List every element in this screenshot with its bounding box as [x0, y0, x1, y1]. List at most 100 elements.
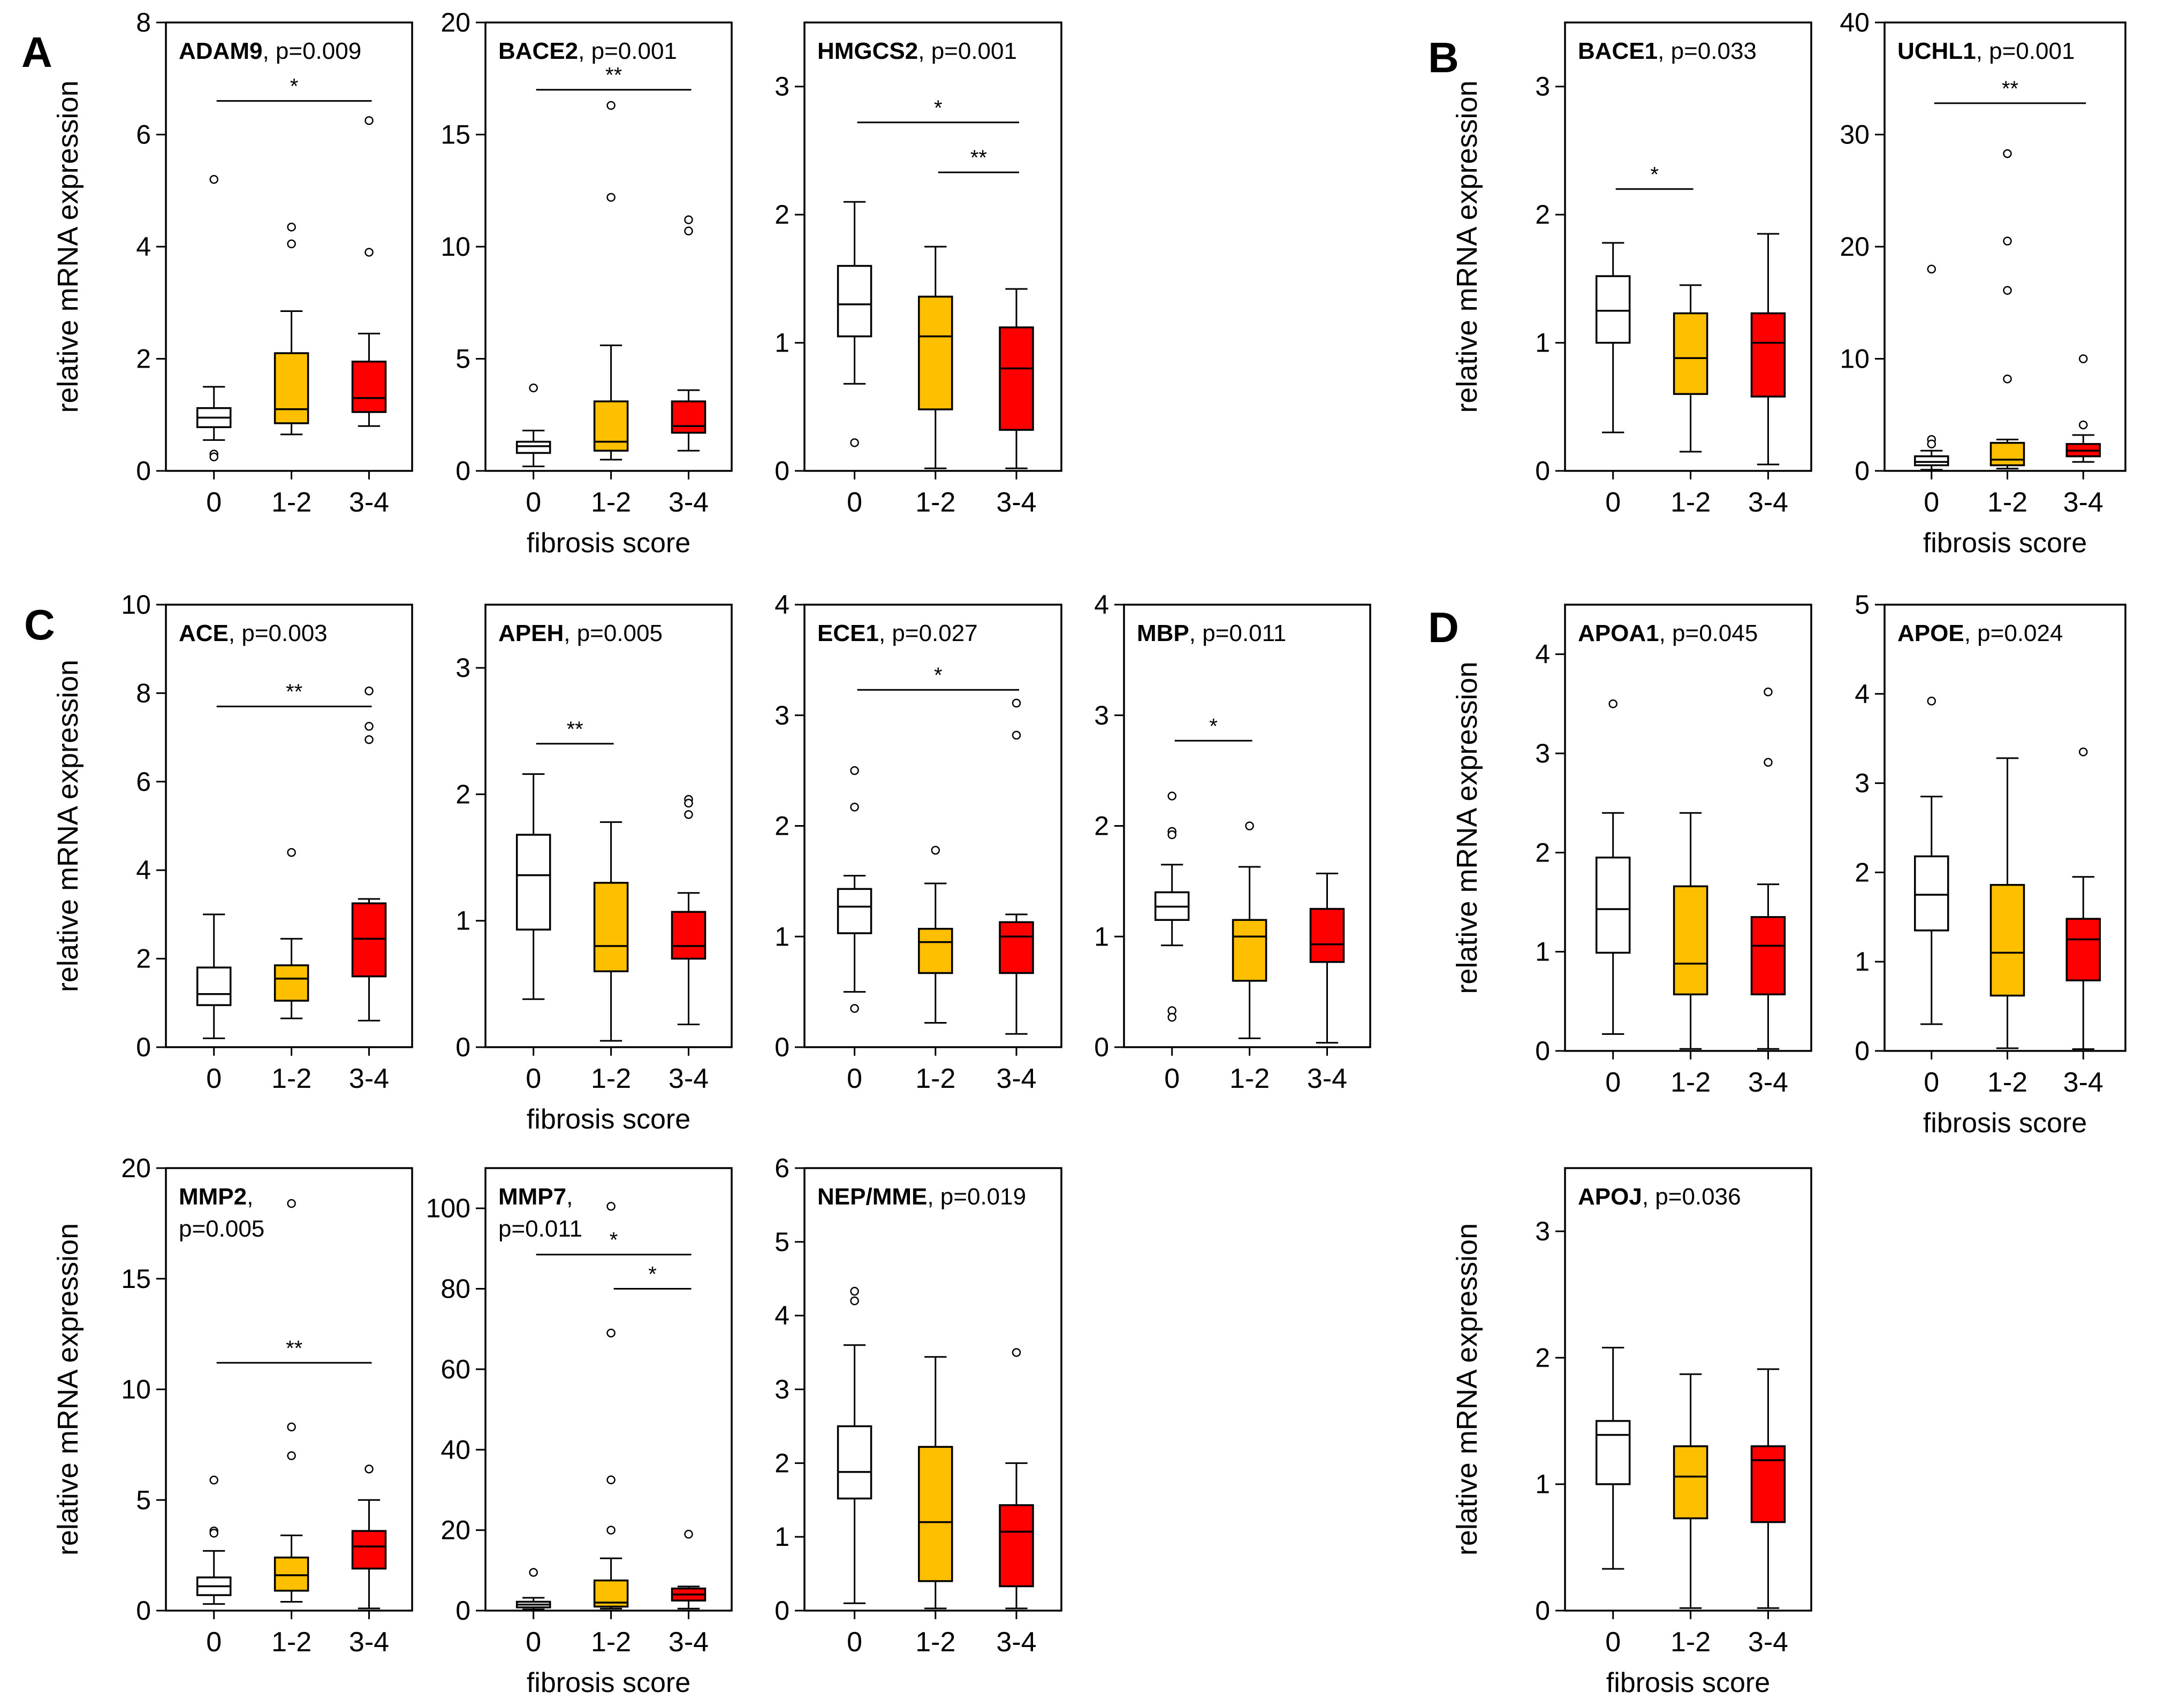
y-tick-label: 0 [455, 456, 470, 486]
plot-frame [803, 604, 1062, 1048]
y-tick-label: 15 [440, 120, 470, 150]
y-tick-label: 0 [455, 1032, 470, 1062]
plot-title: MBP, p=0.011 [1137, 620, 1286, 646]
y-tick-label: 5 [455, 344, 470, 374]
chart-ace: 0 2 4 6 8 10 0 1-2 3-4 ACE, p=0.003 ** relative mRN… [52, 590, 413, 1094]
x-tick-label: 3-4 [996, 1063, 1036, 1094]
y-axis-label: relative mRNA expression [1451, 1223, 1483, 1556]
x-axis-label: fibrosis score [1606, 1667, 1770, 1698]
gene-name: ADAM9 [179, 38, 262, 64]
panel-label-d: D [1428, 604, 1459, 651]
panel-label-b: B [1428, 34, 1459, 81]
outlier-point [850, 1004, 859, 1013]
box-iqr [351, 1530, 387, 1570]
y-tick-label: 10 [121, 1375, 151, 1405]
y-tick-label: 1 [455, 906, 470, 936]
x-tick-label: 1-2 [271, 1627, 312, 1658]
y-tick-label: 10 [121, 590, 151, 620]
y-tick-label: 40 [1840, 7, 1870, 37]
outlier-point [2003, 374, 2012, 384]
x-tick-label: 3-4 [2063, 487, 2103, 518]
y-tick-label: 4 [1535, 639, 1550, 669]
x-tick-label: 3-4 [349, 1063, 389, 1094]
y-tick-label: 3 [1855, 768, 1870, 798]
x-tick-label: 0 [1924, 487, 1939, 518]
significance-mark: ** [970, 146, 987, 170]
outlier-point [529, 383, 538, 393]
box-iqr [1673, 1445, 1708, 1520]
outlier-point [209, 452, 218, 462]
y-tick-label: 1 [774, 328, 789, 358]
box-iqr [1750, 916, 1786, 996]
gene-name: MMP7 [498, 1184, 566, 1210]
significance-mark: * [290, 75, 299, 98]
x-tick-label: 0 [1924, 1067, 1939, 1098]
box-0 [515, 773, 551, 1000]
outlier-point [2003, 286, 2012, 295]
box-3-4 [351, 687, 387, 1021]
chart-mmp2: 0 5 10 15 20 0 1-2 3-4 MMP2, p=0.005 ** relative mR… [52, 1153, 413, 1658]
outlier-point [364, 1465, 374, 1474]
y-tick-label: 30 [1840, 120, 1870, 150]
box-iqr [593, 400, 629, 452]
box-3-4 [671, 215, 707, 452]
x-tick-label: 1-2 [915, 1063, 955, 1094]
box-iqr [837, 265, 872, 338]
box-0 [1595, 242, 1631, 433]
box-iqr [999, 1504, 1034, 1588]
chart-adam9: 0 2 4 6 8 0 1-2 3-4 ADAM9, p=0.009 * relative mRNA… [52, 7, 413, 518]
plot-frame [1883, 604, 2126, 1052]
box-iqr [1914, 455, 1949, 467]
significance-mark: * [648, 1263, 657, 1286]
box-1-2 [1989, 757, 2025, 1049]
box-iqr [1309, 908, 1345, 963]
outlier-point [287, 1199, 296, 1208]
y-tick-label: 5 [1855, 590, 1870, 620]
chart-apoa1: 0 1 2 3 4 0 1-2 3-4 APOA1, p=0.045 relative mRNA … [1451, 604, 1812, 1098]
significance-mark: ** [286, 1337, 302, 1360]
outlier-point [209, 1475, 218, 1485]
y-tick-label: 40 [440, 1435, 470, 1465]
plot-title: APEH, p=0.005 [498, 620, 663, 646]
y-tick-label: 1 [1855, 947, 1870, 977]
y-tick-label: 0 [774, 1032, 789, 1062]
y-tick-label: 5 [774, 1227, 789, 1257]
p-value: , p=0.019 [927, 1184, 1026, 1210]
x-tick-label: 3-4 [669, 1627, 709, 1658]
y-tick-label: 0 [136, 1032, 151, 1062]
y-tick-label: 0 [136, 456, 151, 486]
outlier-point [850, 1296, 859, 1306]
box-1-2 [1673, 284, 1708, 453]
box-3-4 [671, 1529, 707, 1610]
plot-frame [484, 604, 733, 1048]
box-iqr [1673, 312, 1708, 395]
box-0 [196, 175, 232, 462]
gene-name: APOJ [1578, 1184, 1642, 1210]
box-3-4 [1750, 1368, 1786, 1609]
box-iqr [515, 440, 551, 454]
box-iqr [1595, 856, 1631, 954]
outlier-point [931, 845, 940, 855]
y-tick-label: 3 [455, 653, 470, 683]
x-tick-label: 3-4 [1748, 1627, 1788, 1658]
x-tick-label: 3-4 [349, 1627, 389, 1658]
box-iqr [918, 1446, 953, 1582]
y-tick-label: 3 [1094, 700, 1109, 730]
box-iqr [274, 1557, 309, 1592]
y-tick-label: 15 [121, 1264, 151, 1294]
box-1-2 [593, 101, 629, 461]
p-value: , p=0.011 [1189, 620, 1286, 646]
y-tick-label: 2 [1535, 1343, 1550, 1372]
y-tick-label: 2 [774, 200, 789, 230]
significance-mark: * [610, 1229, 618, 1252]
outlier-point [1012, 698, 1021, 708]
x-axis-label: fibrosis score [1923, 1108, 2087, 1139]
y-tick-label: 3 [1535, 738, 1550, 768]
outlier-point [1012, 730, 1021, 740]
chart-bace2: 0 5 10 15 20 0 1-2 3-4 BACE2, p=0.001** fibrosis … [440, 7, 733, 559]
x-tick-label: 3-4 [996, 1627, 1036, 1658]
outlier-point [1764, 687, 1773, 697]
box-iqr [837, 1425, 872, 1500]
p-value: , p=0.009 [262, 38, 361, 64]
outlier-point [606, 1328, 616, 1338]
